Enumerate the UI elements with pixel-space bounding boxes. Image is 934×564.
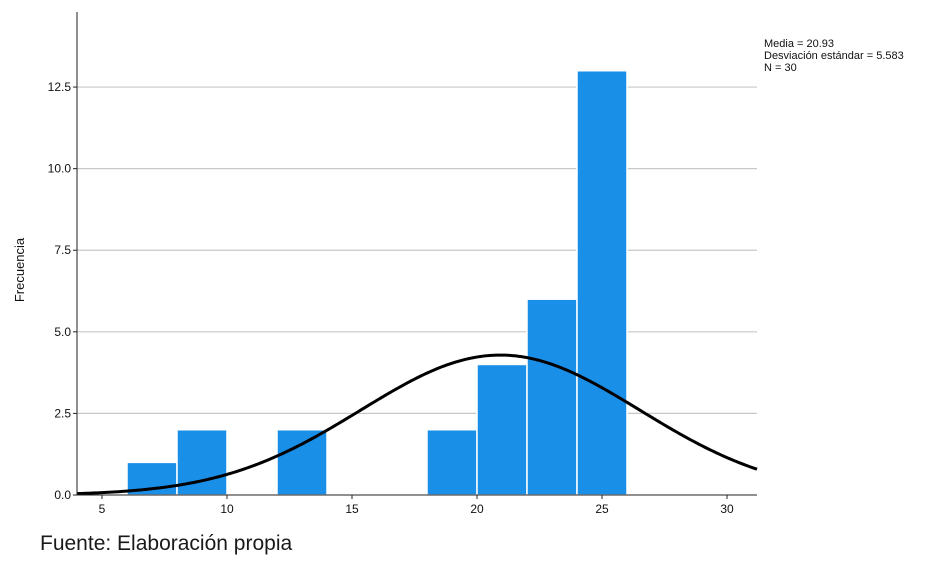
y-tick-labels: 0.0 2.5 5.0 7.5 10.0 12.5 xyxy=(48,80,77,502)
y-tick-label: 7.5 xyxy=(54,243,71,257)
stat-n: N = 30 xyxy=(764,62,797,74)
y-tick-label: 5.0 xyxy=(54,325,71,339)
x-tick-label: 25 xyxy=(595,502,609,516)
x-tick-label: 15 xyxy=(345,502,359,516)
histogram-bar xyxy=(526,298,578,496)
histogram-chart: 0.0 2.5 5.0 7.5 10.0 12.5 5 10 15 20 25 30 Frecuen… xyxy=(12,12,904,516)
histogram-bar xyxy=(276,428,328,496)
axes xyxy=(76,12,757,496)
x-tick-label: 20 xyxy=(470,502,484,516)
x-tick-label: 10 xyxy=(220,502,234,516)
x-tick-labels: 5 10 15 20 25 30 xyxy=(99,495,734,516)
x-tick-label: 30 xyxy=(720,502,734,516)
normal-curve xyxy=(76,353,758,496)
y-tick-label: 2.5 xyxy=(54,406,71,420)
y-axis-label: Frecuencia xyxy=(12,237,27,302)
grid-lines xyxy=(77,86,757,415)
histogram-bar xyxy=(476,363,528,496)
y-tick-label: 0.0 xyxy=(54,488,71,502)
stat-mean: Media = 20.93 xyxy=(764,38,834,50)
histogram-bar xyxy=(426,428,478,496)
x-tick-label: 5 xyxy=(99,502,106,516)
stat-sd: Desviación estándar = 5.583 xyxy=(764,50,904,62)
histogram-bar xyxy=(576,69,628,496)
source-caption: Fuente: Elaboración propia xyxy=(40,532,293,555)
y-tick-label: 10.0 xyxy=(48,162,72,176)
histogram-bars xyxy=(126,69,628,496)
y-tick-label: 12.5 xyxy=(48,80,72,94)
